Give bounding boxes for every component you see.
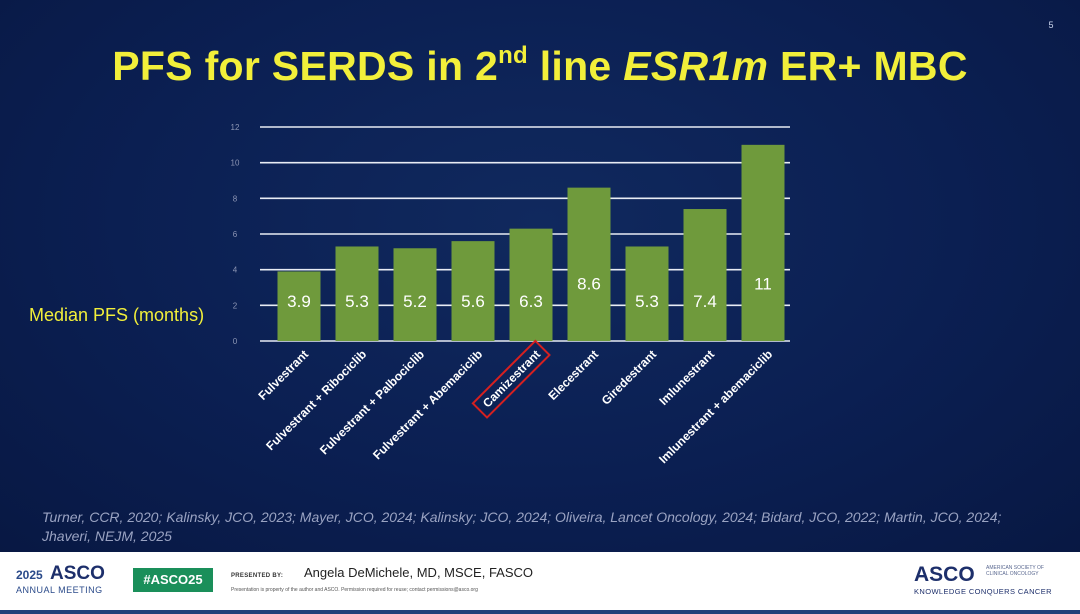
title-emphasis: ESR1m	[623, 43, 769, 89]
x-category-label: Imlunestrant + abemaciclib	[656, 347, 775, 466]
bar	[393, 248, 437, 341]
title-part-a: PFS for SERDS in 2	[112, 43, 499, 89]
title-part-c: ER+ MBC	[768, 43, 968, 89]
x-category-label: Fulvestrant + Ribociclib	[263, 347, 369, 453]
bar-value-label: 6.3	[519, 292, 543, 311]
footer-divider	[0, 610, 1080, 614]
slide-number: 5	[1048, 20, 1054, 30]
bar-chart: 0 2 4 6 8 10 12 3.9 Fulvestrant 5.3 Fulvestrant + …	[231, 123, 790, 466]
slide: 5 PFS for SERDS in 2nd line ESR1m ER+ MB…	[0, 0, 1080, 552]
hashtag-badge: #ASCO25	[133, 568, 213, 592]
y-tick-label: 8	[233, 194, 238, 203]
x-category-label: Camizestrant	[480, 347, 543, 410]
slide-title: PFS for SERDS in 2nd line ESR1m ER+ MBC	[0, 42, 1080, 90]
bar	[451, 241, 495, 341]
bar	[567, 187, 611, 341]
presenter-name: Angela DeMichele, MD, MSCE, FASCO	[304, 565, 534, 580]
y-tick-label: 10	[231, 159, 240, 168]
bar	[335, 246, 379, 341]
x-category-label: Elecestrant	[545, 347, 601, 403]
title-superscript: nd	[498, 42, 529, 69]
footer: 2025 ASCO ANNUAL MEETING #ASCO25 PRESENT…	[0, 552, 1080, 614]
bar	[741, 144, 785, 341]
bar	[625, 246, 669, 341]
y-tick-label: 2	[233, 301, 238, 310]
meeting-subtitle: ANNUAL MEETING	[16, 585, 103, 595]
y-tick-label: 0	[233, 337, 238, 346]
x-category-label: Fulvestrant	[255, 347, 311, 403]
bar	[509, 228, 553, 341]
x-category-label: Fulvestrant + Palbociclib	[317, 347, 427, 457]
bar-value-label: 11	[754, 274, 772, 293]
society-name: AMERICAN SOCIETY OF CLINICAL ONCOLOGY	[986, 565, 1044, 577]
y-tick-label: 4	[233, 266, 238, 275]
x-category-label: Imlunestrant	[656, 347, 717, 408]
bar	[277, 271, 321, 341]
y-tick-label: 12	[231, 123, 240, 132]
title-part-b: line	[528, 43, 624, 89]
references: Turner, CCR, 2020; Kalinsky, JCO, 2023; …	[42, 509, 1002, 544]
presented-by-label: PRESENTED BY:	[231, 573, 284, 579]
bar-value-label: 5.2	[403, 292, 427, 311]
y-axis-label: Median PFS (months)	[29, 305, 205, 325]
y-tick-label: 6	[233, 230, 238, 239]
bar-value-label: 3.9	[287, 292, 311, 311]
logo-tagline: KNOWLEDGE CONQUERS CANCER	[914, 587, 1052, 596]
disclaimer: Presentation is property of the author a…	[231, 587, 478, 593]
meeting-logo: ASCO	[50, 563, 105, 584]
highlight-box	[471, 339, 551, 419]
x-category-label: Fulvestrant + Abemaciclib	[370, 347, 485, 462]
bar-value-label: 5.3	[345, 292, 369, 311]
bar-value-label: 8.6	[577, 274, 601, 293]
bar	[683, 209, 727, 341]
x-category-label: Giredestrant	[599, 347, 659, 407]
bar-value-label: 5.6	[461, 292, 485, 311]
meeting-year: 2025	[16, 568, 43, 582]
bar-value-label: 5.3	[635, 292, 659, 311]
asco-logo: ASCO	[914, 563, 975, 586]
bar-value-label: 7.4	[693, 292, 717, 311]
